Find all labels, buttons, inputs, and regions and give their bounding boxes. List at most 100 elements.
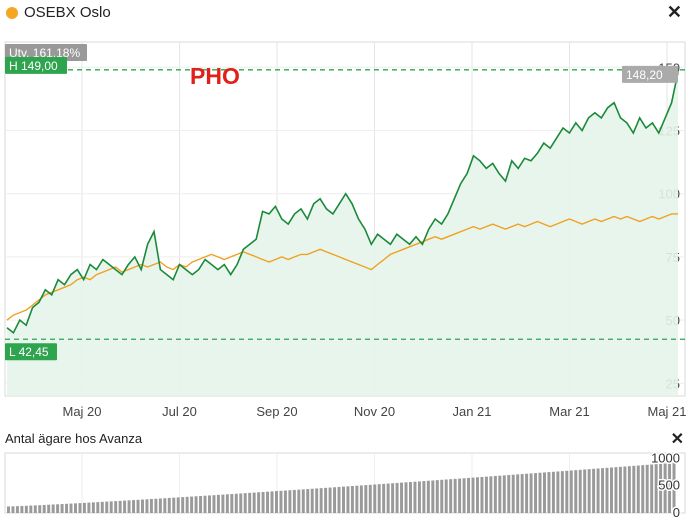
owners-bar	[145, 499, 149, 513]
owners-bar	[507, 475, 511, 513]
owners-bar	[181, 497, 185, 513]
owners-bar	[199, 496, 203, 513]
owners-bar	[458, 478, 462, 513]
owners-bar	[154, 498, 158, 513]
series-color-dot	[6, 7, 18, 19]
owners-chart-title: Antal ägare hos Avanza	[5, 431, 143, 446]
owners-bar	[60, 504, 64, 513]
owners-bar	[292, 489, 296, 513]
owners-bar	[275, 491, 278, 513]
owners-bar	[91, 502, 95, 513]
owners-bar	[96, 502, 100, 513]
owners-bar	[400, 482, 404, 513]
owners-bar	[324, 487, 328, 513]
owners-bar	[551, 471, 555, 513]
chart-title: OSEBX Oslo	[24, 4, 111, 21]
owners-bar	[431, 480, 435, 513]
owners-bar	[569, 470, 573, 513]
owners-bar	[319, 488, 323, 513]
owners-bar	[283, 490, 287, 513]
owners-bar	[453, 478, 457, 513]
x-tick-label: Jul 20	[162, 404, 197, 419]
owners-bar	[234, 493, 238, 513]
owners-bar	[368, 484, 372, 513]
owners-bar	[556, 471, 560, 513]
owners-bar	[601, 468, 605, 513]
owners-bar	[100, 501, 104, 513]
owners-bar	[672, 462, 676, 513]
owners-bar	[69, 503, 73, 513]
change-badge: Utv. 161,18%	[5, 44, 87, 61]
owners-bar	[78, 503, 82, 513]
owners-bar	[659, 463, 663, 513]
owners-bar	[587, 469, 591, 513]
owners-bar	[395, 482, 399, 513]
owners-bar	[480, 476, 484, 513]
owners-bar	[346, 486, 350, 513]
overlay-label: PHO	[190, 63, 240, 89]
owners-bar	[645, 464, 649, 513]
owners-bar	[663, 463, 667, 513]
low-badge-text: L 42,45	[9, 345, 49, 359]
owners-bar	[636, 465, 640, 513]
owners-bar	[417, 481, 421, 513]
owners-bar	[118, 500, 122, 513]
owners-bar	[172, 497, 176, 513]
owners-bar	[123, 500, 127, 513]
owners-bar	[105, 501, 109, 513]
owners-bar	[596, 468, 600, 513]
owners-bar	[413, 481, 417, 513]
owners-bar	[141, 499, 144, 513]
close-icon[interactable]: ✕	[666, 2, 682, 22]
owners-bar	[489, 476, 493, 513]
x-tick-label: Mar 21	[549, 404, 589, 419]
owners-bar	[239, 493, 243, 513]
owners-bar	[373, 484, 377, 513]
price-chart: Maj 20 Jul 20 Sep 20 Nov 20 Jan 21 Mar 21 Maj …	[4, 41, 687, 419]
owners-bar	[605, 467, 609, 513]
owners-bar	[248, 492, 252, 513]
owners-bar	[24, 505, 28, 513]
owners-bar	[484, 476, 488, 513]
owners-bar	[288, 490, 292, 513]
owners-bar	[516, 474, 520, 513]
close-owners-chart-icon[interactable]: ✕	[670, 431, 684, 448]
owners-bar	[56, 504, 60, 513]
owners-bar	[65, 503, 69, 513]
owners-bar	[444, 479, 448, 513]
owners-bar	[279, 490, 283, 513]
last-price-badge-bg	[622, 65, 678, 83]
owners-bar	[623, 466, 627, 513]
owners-bar	[574, 470, 578, 513]
owners-bar	[11, 506, 15, 513]
owners-bar	[163, 498, 167, 513]
owners-bar	[29, 505, 33, 513]
owners-bar	[194, 496, 198, 513]
owners-bar	[654, 464, 658, 513]
owners-bar	[15, 506, 19, 513]
owners-bar	[493, 475, 497, 513]
low-badge: L 42,45	[5, 343, 57, 361]
owners-bar	[578, 469, 582, 513]
owners-bar	[315, 488, 319, 513]
owners-chart: 0 500 1000	[4, 449, 686, 522]
owners-bar	[225, 494, 229, 513]
owners-bar	[261, 492, 265, 513]
owners-bar	[614, 467, 618, 513]
owners-bar	[350, 486, 354, 513]
high-badge-text: H 149,00	[9, 59, 58, 73]
owners-bar	[641, 465, 645, 513]
owners-bar	[525, 473, 529, 513]
owners-bar	[627, 466, 631, 513]
high-badge-bg	[5, 56, 67, 74]
owners-bar	[668, 463, 672, 513]
x-tick-label: Nov 20	[354, 404, 395, 419]
owners-bar	[471, 477, 475, 513]
owners-bar	[435, 480, 439, 513]
owners-bar	[520, 474, 524, 513]
owners-bar	[391, 483, 395, 513]
owners-bar	[297, 489, 301, 513]
owners-bar	[208, 495, 211, 513]
owners-bar	[610, 467, 613, 513]
owners-bar	[149, 499, 153, 513]
